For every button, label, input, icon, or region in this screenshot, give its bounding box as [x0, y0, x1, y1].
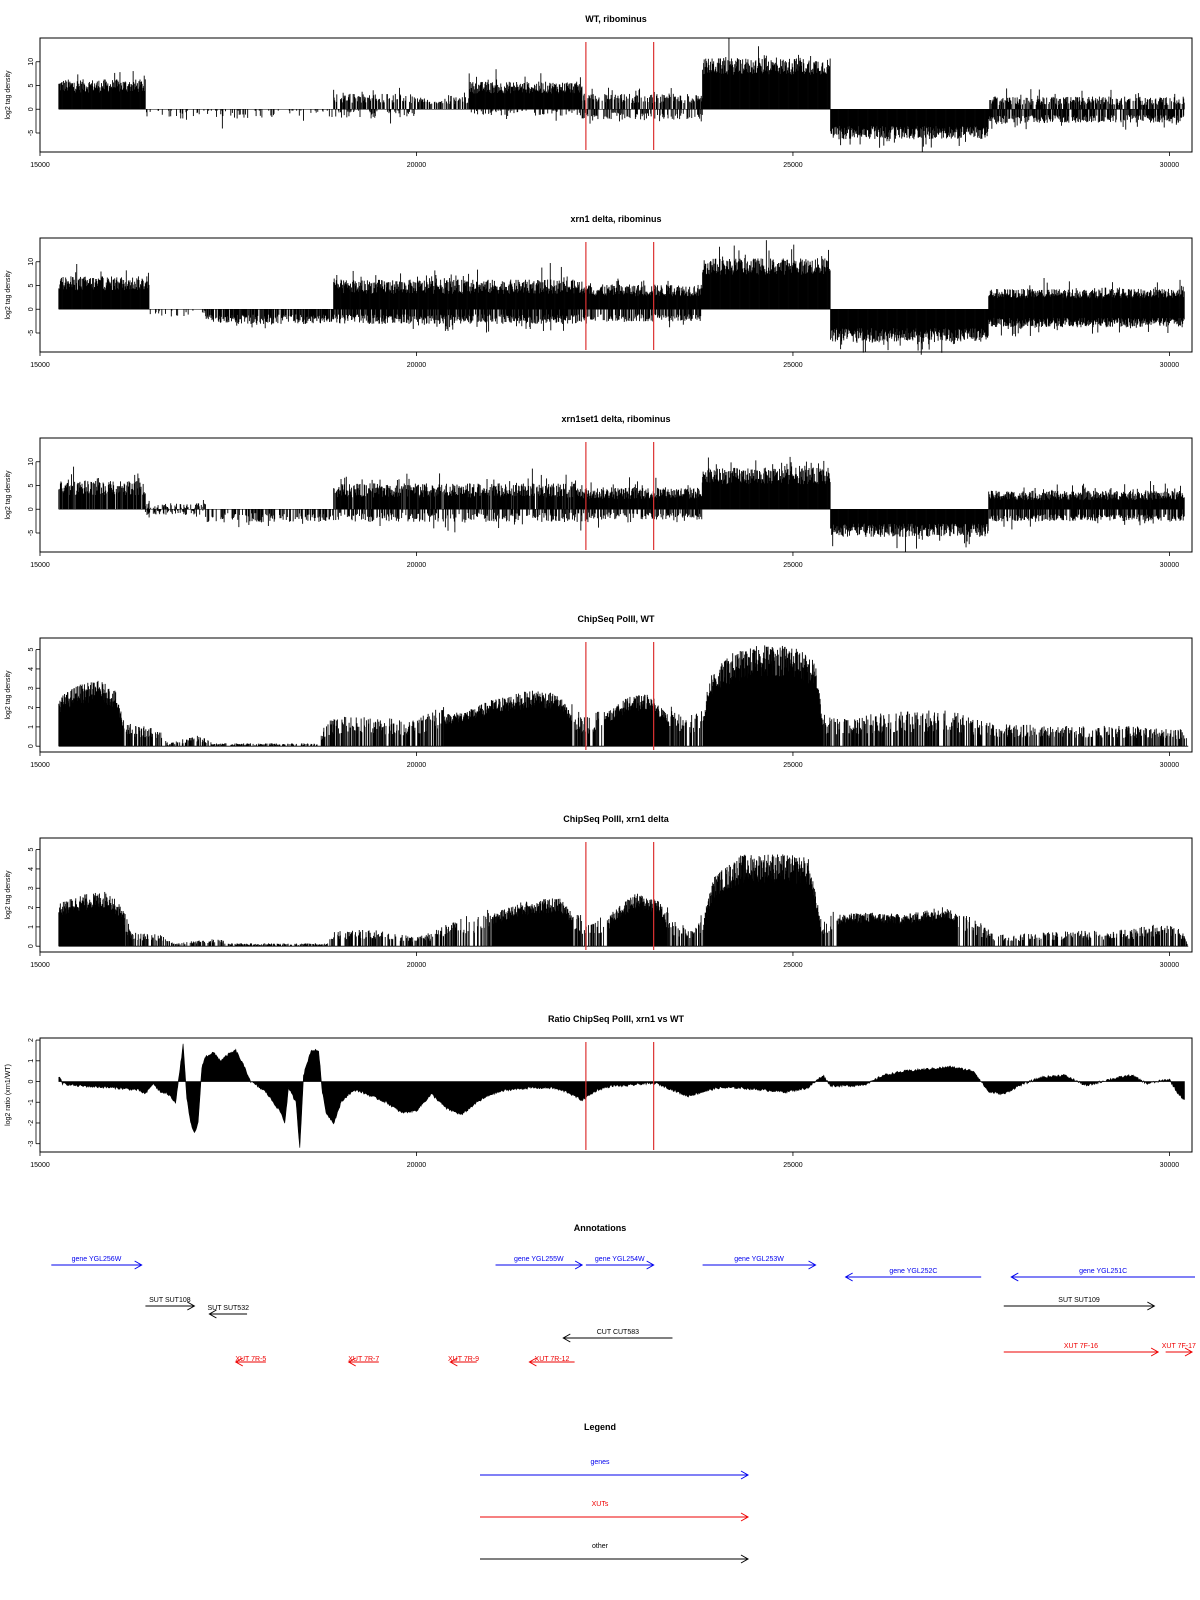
- data-layer: [58, 456, 1185, 553]
- y-axis: -5 0 5 10 log2 tag density: [5, 258, 40, 336]
- density-segment: [702, 38, 831, 110]
- density-segment: [581, 87, 703, 110]
- y-axis: -5 0 5 10 log2 tag density: [5, 58, 40, 136]
- panel-title: WT, ribominus: [585, 14, 647, 24]
- density-segment: [470, 109, 581, 121]
- x-tick-label: 25000: [783, 162, 803, 169]
- x-tick-label: 20000: [407, 362, 427, 369]
- density-segment: [582, 309, 702, 328]
- density-segment: [830, 109, 989, 153]
- density-segment: [702, 240, 831, 310]
- data-layer: [58, 38, 1185, 153]
- panel-2: xrn1 delta, ribominus -5 0 5 10 log2 tag dens…: [5, 214, 1193, 369]
- y-axis-label: log2 tag density: [5, 270, 12, 320]
- density-segment: [335, 109, 415, 124]
- density-segment: [988, 109, 1185, 130]
- density-segment: [58, 71, 146, 110]
- density-segment: [830, 309, 989, 355]
- density-segment: [333, 309, 582, 333]
- y-tick-label: 0: [28, 107, 35, 111]
- panel-title: xrn1 delta, ribominus: [570, 214, 661, 224]
- y-tick-label: 5: [28, 283, 35, 287]
- density-segment: [58, 466, 146, 510]
- density-segment: [205, 309, 334, 329]
- y-tick-label: -5: [28, 330, 35, 336]
- y-axis-label: log2 tag density: [5, 70, 12, 120]
- data-layer: [58, 240, 1185, 355]
- density-segment: [988, 277, 1185, 310]
- x-tick-label: 20000: [407, 162, 427, 169]
- density-segment: [581, 109, 703, 124]
- density-segment: [333, 263, 583, 310]
- y-tick-label: 10: [28, 258, 35, 266]
- x-tick-label: 15000: [30, 162, 50, 169]
- density-segment: [417, 92, 470, 110]
- y-tick-label: 5: [28, 83, 35, 87]
- plot-frame: [39, 237, 1193, 353]
- y-tick-label: 0: [28, 307, 35, 311]
- density-segment: [333, 87, 416, 110]
- x-tick-label: 25000: [783, 362, 803, 369]
- x-axis: 15000 20000 25000 30000: [30, 152, 1179, 169]
- density-segment: [988, 309, 1185, 337]
- density-segment: [146, 109, 333, 129]
- density-segment: [581, 278, 703, 310]
- x-axis: 15000 20000 25000 30000: [30, 352, 1179, 369]
- density-segment: [468, 69, 583, 110]
- density-segment: [58, 264, 150, 310]
- panel-1: WT, ribominus -5 0 5 10 log2 tag density 15000…: [5, 14, 1193, 169]
- y-tick-label: -5: [28, 130, 35, 136]
- panel-title: xrn1set1 delta, ribominus: [561, 414, 670, 424]
- density-segment: [989, 88, 1185, 110]
- x-tick-label: 15000: [30, 362, 50, 369]
- plot-frame: [39, 37, 1193, 153]
- x-tick-label: 30000: [1160, 362, 1180, 369]
- density-segment: [149, 309, 207, 317]
- y-tick-label: 10: [28, 58, 35, 66]
- x-tick-label: 30000: [1160, 162, 1180, 169]
